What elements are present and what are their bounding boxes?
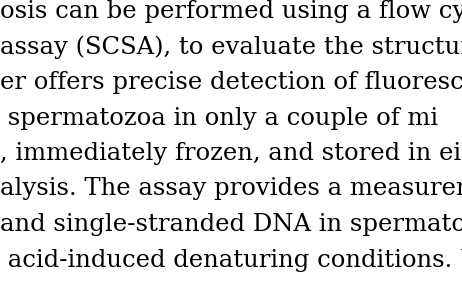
Text: osis can be performed using a flow cyto: osis can be performed using a flow cyto (0, 0, 462, 23)
Text: assay (SCSA), to evaluate the structural i: assay (SCSA), to evaluate the structural… (0, 36, 462, 59)
Text: spermatozoa in only a couple of mi: spermatozoa in only a couple of mi (0, 106, 438, 130)
Text: , immediately frozen, and stored in either: , immediately frozen, and stored in eith… (0, 142, 462, 165)
Text: er offers precise detection of fluoresce: er offers precise detection of fluoresce (0, 71, 462, 94)
Text: and single-stranded DNA in spermatozc: and single-stranded DNA in spermatozc (0, 213, 462, 236)
Text: alysis. The assay provides a measuremen: alysis. The assay provides a measuremen (0, 178, 462, 201)
Text: acid-induced denaturing conditions. Us: acid-induced denaturing conditions. Us (0, 248, 462, 272)
